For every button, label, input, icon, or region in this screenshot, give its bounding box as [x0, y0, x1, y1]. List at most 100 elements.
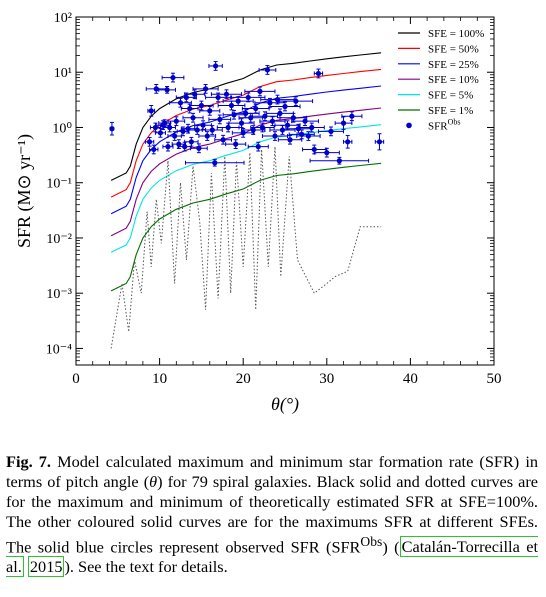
obs-point [173, 118, 179, 124]
caption-text-4: ). See the text for details. [64, 557, 228, 577]
obs-point [277, 110, 283, 116]
caption-text-2: ) for 79 spiral galaxies. Black solid an… [6, 472, 538, 557]
obs-point [196, 145, 202, 151]
caption-text-1: Model calculated maximum and minimum sta… [6, 452, 538, 491]
obs-point [207, 108, 213, 114]
series-line [110, 68, 382, 198]
obs-point [209, 127, 215, 133]
x-tick-label: 50 [487, 371, 502, 387]
obs-point [228, 102, 235, 109]
obs-point [267, 100, 273, 106]
obs-point [194, 127, 200, 133]
legend-label: SFE = 50% [428, 43, 479, 55]
obs-point [192, 91, 198, 97]
obs-point [204, 133, 210, 139]
citation-year-link[interactable]: 2015 [27, 556, 65, 578]
obs-point [170, 74, 176, 81]
obs-point [309, 124, 315, 131]
obs-point [202, 86, 209, 92]
obs-point [225, 124, 231, 131]
caption-label: Fig. 7. [6, 452, 51, 471]
y-tick-label: 10¹ [54, 66, 72, 81]
obs-point [162, 120, 168, 126]
obs-point [290, 115, 296, 121]
obs-point [282, 103, 288, 110]
obs-point [109, 126, 115, 132]
x-tick-label: 30 [319, 371, 334, 387]
legend-label-superscript: Obs [448, 117, 461, 126]
x-tick-label: 0 [72, 371, 80, 387]
plot-area [109, 52, 385, 349]
y-tick-label: 10² [54, 11, 72, 26]
obs-point [198, 102, 204, 109]
obs-point [305, 133, 312, 139]
obs-point [148, 108, 154, 114]
legend-swatch-obs [406, 122, 412, 129]
obs-point [146, 139, 153, 145]
y-tick-label: 10⁻⁴ [46, 342, 72, 357]
obs-point [220, 137, 226, 143]
legend-label: SFE = 5% [428, 90, 473, 102]
obs-point [253, 105, 259, 112]
series-line [110, 146, 382, 349]
obs-point [243, 110, 249, 116]
obs-point [284, 122, 291, 128]
obs-point [269, 118, 276, 124]
legend-label: SFE = 10% [428, 74, 479, 86]
obs-point [349, 113, 355, 119]
caption-theta: θ [149, 472, 158, 491]
obs-point [238, 120, 245, 126]
obs-point [233, 141, 239, 147]
obs-point [311, 146, 317, 153]
obs-point [165, 144, 171, 150]
citation-authors-link[interactable]: Catalán-Torrecilla et al. [6, 536, 538, 578]
y-tick-label: 10⁻³ [46, 287, 72, 302]
obs-point [336, 158, 342, 164]
x-tick-label: 10 [152, 371, 167, 387]
obs-point [213, 63, 219, 69]
series-line [110, 107, 382, 237]
obs-point [259, 124, 266, 131]
obs-point [188, 139, 194, 145]
y-tick-label: 10⁰ [52, 121, 72, 136]
obs-point [167, 124, 173, 131]
obs-point [223, 91, 230, 97]
obs-point [293, 98, 299, 104]
legend-label: SFE = 100% [428, 28, 484, 40]
obs-point [272, 133, 278, 139]
obs-point [212, 160, 218, 166]
obs-point [217, 116, 223, 123]
legend-label: SFRObs [428, 117, 460, 132]
obs-point [164, 87, 170, 93]
x-tick-label: 40 [403, 371, 418, 387]
legend-label: SFE = 25% [428, 59, 479, 71]
caption-superscript: Obs [360, 534, 383, 549]
sfr-vs-pitch-angle-chart: 0 10 20 30 40 50 10⁻⁴ 10⁻³ 10⁻² 10⁻¹ 10⁰ 10¹ 10² θ(°)… [14, 11, 502, 415]
y-tick-label: 10⁻¹ [46, 177, 72, 192]
obs-point [235, 98, 241, 104]
obs-point [250, 127, 256, 133]
series-line [110, 52, 382, 181]
y-tick-label: 10⁻² [46, 232, 72, 247]
obs-point [182, 144, 188, 150]
obs-point [187, 105, 193, 112]
legend-label: SFE = 1% [428, 105, 473, 117]
obs-point [315, 70, 322, 77]
y-axis-label: SFR (M⊙ yr⁻¹) [14, 134, 35, 248]
obs-point [215, 94, 221, 101]
obs-point [176, 141, 182, 147]
x-axis-label: θ(°) [271, 394, 299, 415]
caption-text-3: ) ( [382, 537, 400, 557]
obs-point [302, 118, 308, 124]
obs-point [340, 120, 347, 126]
obs-point [172, 133, 178, 139]
obs-point [153, 86, 159, 92]
obs-point [151, 146, 157, 153]
obs-point [279, 127, 286, 133]
obs-point [190, 115, 196, 121]
obs-point [200, 122, 206, 128]
obs-point [295, 126, 301, 132]
obs-point [255, 144, 261, 150]
obs-point [264, 67, 271, 73]
obs-point [185, 126, 191, 132]
